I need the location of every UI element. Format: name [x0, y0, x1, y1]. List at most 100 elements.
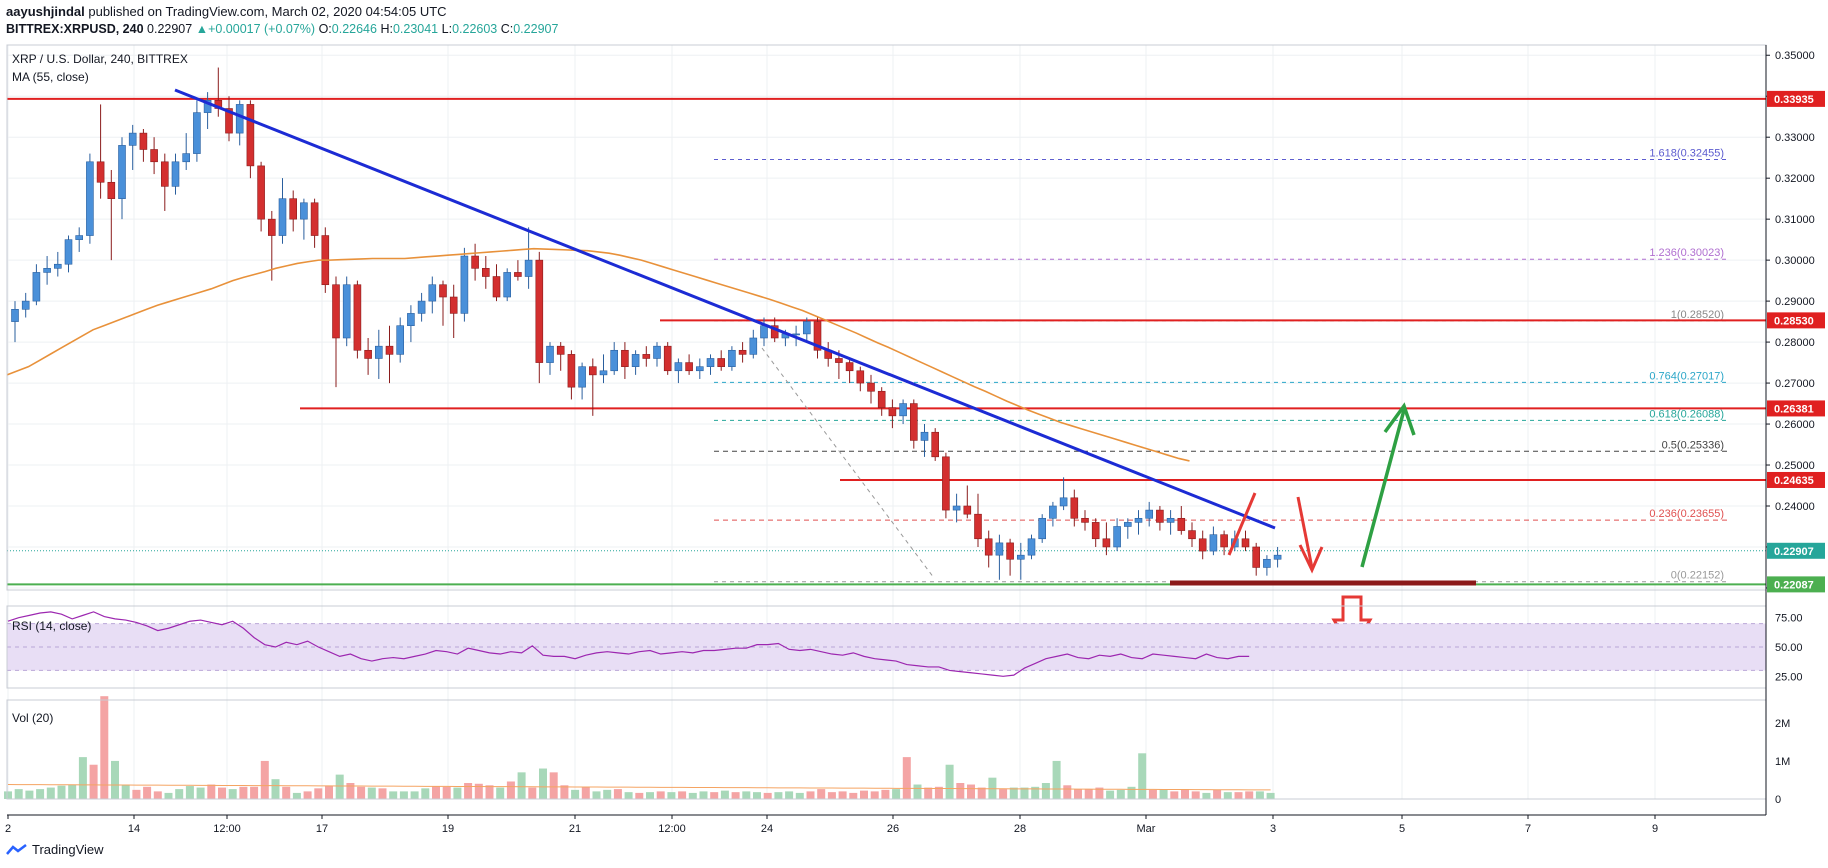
candle: [1016, 542, 1025, 580]
open-label: O:: [318, 22, 332, 36]
brand-label[interactable]: TradingView: [32, 842, 104, 857]
volume-bar: [325, 786, 333, 799]
candle-body: [96, 161, 105, 183]
tradingview-logo-icon[interactable]: [6, 843, 28, 856]
pane-frames: [6, 44, 1767, 816]
volume-bar: [613, 789, 622, 799]
price-tick-label: 0.26000: [1775, 419, 1815, 431]
candle: [353, 280, 362, 359]
volume-bar: [592, 791, 601, 799]
close-value: 0.22907: [513, 22, 559, 36]
candle-body: [182, 153, 190, 163]
candle: [567, 350, 576, 400]
price-pane[interactable]: 1.618(0.32455) 1.236(0.30023) 1(0.28520) 0.…: [6, 67, 1766, 654]
candle-body: [1049, 505, 1057, 519]
time-tick-label: 21: [569, 823, 581, 835]
volume-bar: [1234, 792, 1243, 799]
candle-body: [86, 161, 94, 236]
publisher-name[interactable]: aayushjindal: [6, 4, 85, 19]
candle-body: [535, 259, 544, 363]
volume-tick-label: 2M: [1775, 718, 1790, 730]
candles: [11, 67, 1282, 580]
time-tick-label: 9: [1652, 823, 1658, 835]
volume-bar: [57, 785, 66, 799]
candle-body: [567, 354, 576, 388]
volume-bar: [967, 784, 975, 799]
time-tick-label: 12:00: [213, 823, 241, 835]
candle-body: [1124, 522, 1132, 527]
candle-body: [1070, 497, 1079, 519]
candle-body: [139, 132, 148, 150]
candle-body: [963, 505, 972, 515]
candle-body: [332, 284, 340, 339]
red-arrow-down-icon: [1296, 496, 1324, 574]
volume-bar: [303, 791, 312, 799]
candle: [150, 137, 158, 175]
volume-bar: [924, 787, 933, 799]
price-label-badge: 0.24635: [1767, 471, 1825, 488]
candle-body: [984, 538, 993, 556]
price-label-badge: 0.28530: [1767, 312, 1825, 329]
candle: [1038, 514, 1046, 543]
candle: [1188, 522, 1196, 547]
rsi-pane[interactable]: [7, 611, 1766, 677]
volume-bar: [78, 757, 87, 799]
candle: [556, 342, 565, 371]
price-label-text: 0.22907: [1774, 546, 1814, 558]
candle: [407, 305, 415, 343]
volume-bar: [1031, 786, 1040, 799]
fib-level-label: 0.5(0.25336): [1662, 439, 1724, 451]
volume-bar: [603, 789, 612, 799]
candle: [942, 452, 950, 519]
volume-bar: [1052, 760, 1061, 799]
candle-body: [974, 513, 982, 540]
candle: [1198, 530, 1207, 560]
price-axis[interactable]: 0.350000.340000.330000.320000.310000.300…: [1766, 50, 1825, 806]
candle-body: [235, 104, 244, 134]
candle: [1102, 522, 1111, 556]
price-change: +0.00017 (+0.07%): [208, 22, 316, 36]
rsi-tick-label: 75.00: [1775, 613, 1803, 625]
trend-line[interactable]: [174, 88, 1276, 530]
candle: [503, 268, 512, 302]
time-axis[interactable]: 2 14 12:00 17 19 21 12:00 24 26 28 Mar 3 5 7 9: [5, 815, 1658, 835]
volume-bar: [581, 786, 590, 799]
volume-bar: [1159, 789, 1168, 799]
candle: [1241, 530, 1250, 552]
candle-body: [1241, 538, 1250, 548]
price-tick-label: 0.33000: [1775, 132, 1815, 144]
candle-body: [11, 309, 19, 322]
candle-body: [728, 349, 736, 367]
candle: [1209, 526, 1218, 556]
candle: [599, 354, 608, 384]
price-tick-label: 0.28000: [1775, 337, 1815, 349]
candle-body: [995, 542, 1004, 556]
candle: [1027, 534, 1036, 560]
volume-bar: [742, 791, 751, 799]
candle-body: [588, 366, 597, 376]
candle-body: [1209, 534, 1218, 552]
volume-bar: [1266, 792, 1275, 799]
candle: [685, 354, 693, 375]
volume-bar: [1245, 791, 1254, 799]
candle: [899, 399, 907, 425]
time-tick-label: 14: [128, 823, 140, 835]
footer: TradingView: [6, 842, 104, 857]
volume-bar: [367, 787, 376, 799]
candle-body: [1188, 530, 1196, 540]
candle-body: [1038, 517, 1046, 540]
volume-bar: [860, 790, 868, 799]
candle: [546, 342, 554, 375]
candle: [75, 227, 83, 252]
volume-legend: Vol (20): [12, 711, 53, 725]
price-label-text: 0.33935: [1774, 94, 1814, 106]
candle-body: [1091, 522, 1100, 540]
candle-body: [621, 349, 629, 367]
price-label-badge: 0.26381: [1767, 400, 1825, 417]
candle: [706, 354, 715, 375]
candle: [417, 292, 426, 322]
candle-body: [653, 345, 661, 359]
volume-pane[interactable]: [4, 696, 1275, 799]
candle-body: [310, 202, 319, 236]
